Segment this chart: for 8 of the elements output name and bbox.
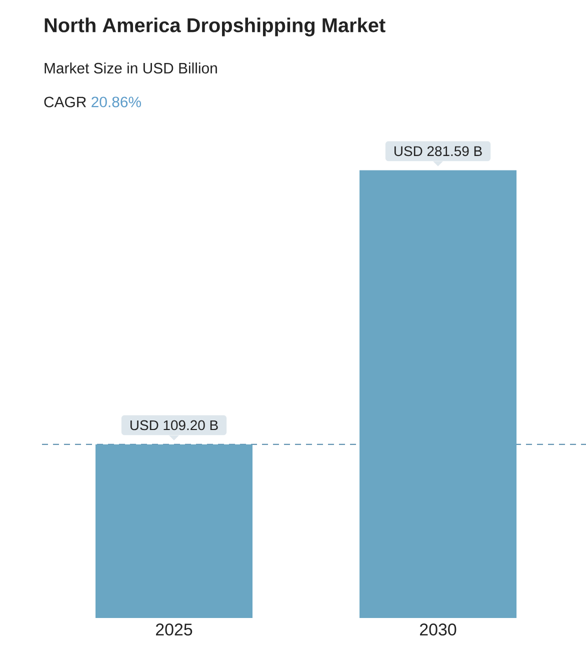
chart-subtitle: Market Size in USD Billion — [44, 62, 217, 74]
x-tick-label: 2025 — [156, 624, 192, 636]
text: CAGR — [44, 96, 86, 108]
x-tick-label: 2030 — [420, 624, 456, 636]
data-label: USD 109.20 B — [130, 420, 218, 430]
text: 20.86% — [92, 96, 141, 108]
chart-title: North America Dropshipping Market — [44, 18, 386, 36]
data-label: USD 281.59 B — [394, 146, 482, 156]
